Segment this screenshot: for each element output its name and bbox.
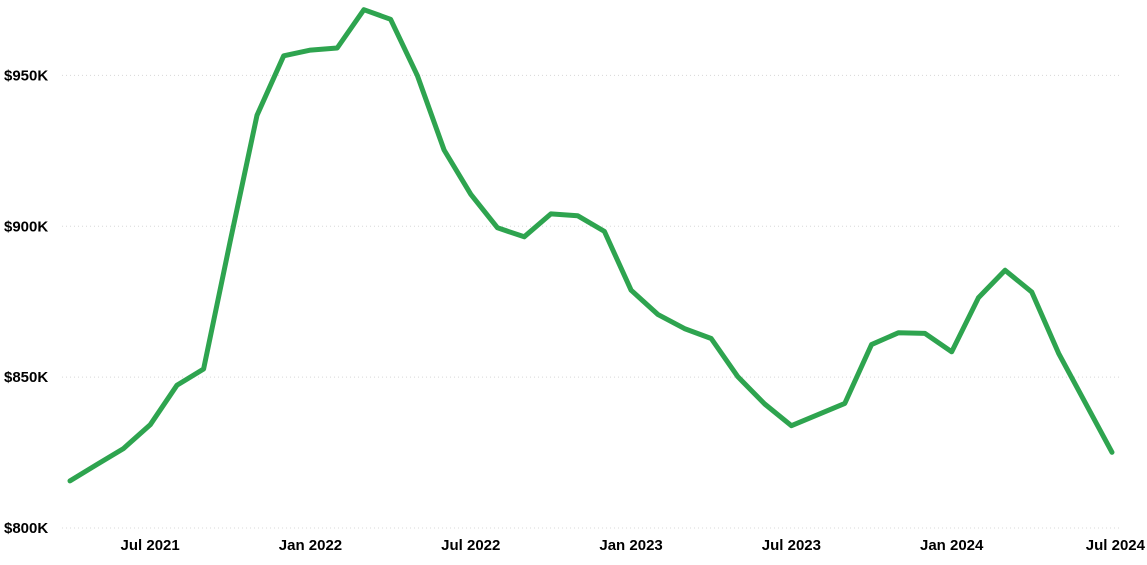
y-tick-label: $950K [4, 67, 48, 84]
x-tick-label: Jul 2021 [121, 537, 180, 554]
y-tick-label: $900K [4, 218, 48, 235]
x-axis: Jul 2021 Jan 2022 Jul 2022 Jan 2023 Jul 2023… [121, 537, 1146, 554]
plot-area [67, 7, 1115, 484]
x-tick-label: Jul 2022 [441, 537, 500, 554]
x-tick-label: Jul 2024 [1086, 537, 1146, 554]
series-line [67, 7, 1115, 484]
x-tick-label: Jan 2023 [599, 537, 662, 554]
x-tick-label: Jan 2022 [279, 537, 342, 554]
x-tick-label: Jul 2023 [762, 537, 821, 554]
gridlines [62, 74, 1120, 529]
x-tick-label: Jan 2024 [920, 537, 984, 554]
y-axis: $800K $850K $900K $950K [4, 67, 48, 537]
y-tick-label: $800K [4, 520, 48, 537]
y-tick-label: $850K [4, 369, 48, 386]
